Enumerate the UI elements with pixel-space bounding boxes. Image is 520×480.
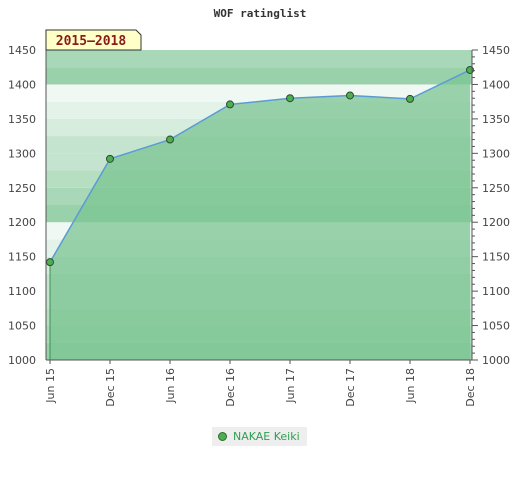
y-tick-label-left: 1100 — [8, 285, 36, 298]
y-tick-label-left: 1350 — [8, 113, 36, 126]
x-tick-label: Dec 18 — [464, 368, 477, 407]
series-area — [50, 69, 470, 360]
y-tick-label-right: 1400 — [482, 78, 510, 91]
axes — [45, 50, 473, 361]
y-tick-label-right: 1250 — [482, 182, 510, 195]
x-tick-label: Jun 16 — [164, 368, 177, 404]
background-band — [46, 67, 472, 85]
y-tick-label-left: 1150 — [8, 251, 36, 264]
data-point-4 — [226, 100, 234, 109]
y-tick-label-right: 1150 — [482, 251, 510, 264]
x-tick-label: Jun 18 — [404, 368, 417, 404]
x-tick-label: Dec 16 — [224, 368, 237, 407]
y-tick-label-left: 1450 — [8, 44, 36, 57]
y-tick-label-right: 1200 — [482, 216, 510, 229]
y-tick-label-right: 1100 — [482, 285, 510, 298]
data-point-7 — [406, 94, 414, 103]
series-markers — [46, 65, 474, 267]
chart-title: WOF ratinglist — [214, 7, 307, 20]
y-tick-label-left: 1000 — [8, 354, 36, 367]
legend-marker — [218, 432, 227, 441]
legend-label-series-1: NAKAE Keiki — [233, 430, 300, 443]
x-tick-label: Dec 17 — [344, 368, 357, 407]
x-axis: Jun 15 Dec 15 Jun 16 Dec 16 Jun 17 Dec 17 Jun … — [44, 360, 477, 407]
x-tick-label: Dec 15 — [104, 368, 117, 407]
x-tick-label: Jun 17 — [284, 368, 297, 404]
y-tick-label-left: 1050 — [8, 320, 36, 333]
period-box: 2015–2018 — [45, 29, 142, 51]
y-tick-label-left: 1250 — [8, 182, 36, 195]
y-tick-label-left: 1200 — [8, 216, 36, 229]
y-axis-left: 1000 1050 1100 1150 1200 1250 1300 1350 1400 1450 — [8, 44, 36, 367]
legend: NAKAE Keiki — [212, 427, 307, 446]
period-label: 2015–2018 — [56, 34, 127, 49]
y-tick-label-left: 1400 — [8, 78, 36, 91]
data-point-6 — [346, 91, 354, 100]
data-point-1 — [46, 258, 54, 267]
data-point-5 — [286, 94, 294, 103]
y-tick-label-right: 1300 — [482, 147, 510, 160]
background-band — [46, 50, 472, 68]
y-tick-label-left: 1300 — [8, 147, 36, 160]
y-tick-label-right: 1350 — [482, 113, 510, 126]
series-line — [49, 69, 471, 263]
y-axis-right: 1000 1050 1100 1150 1200 1250 1300 1350 1400 1450 — [472, 44, 510, 367]
y-tick-label-right: 1050 — [482, 320, 510, 333]
data-point-2 — [106, 154, 114, 163]
y-tick-label-right: 1450 — [482, 44, 510, 57]
y-tick-label-right: 1000 — [482, 354, 510, 367]
period-box-background — [45, 29, 142, 51]
x-tick-label: Jun 15 — [44, 368, 57, 404]
data-point-3 — [166, 135, 174, 144]
